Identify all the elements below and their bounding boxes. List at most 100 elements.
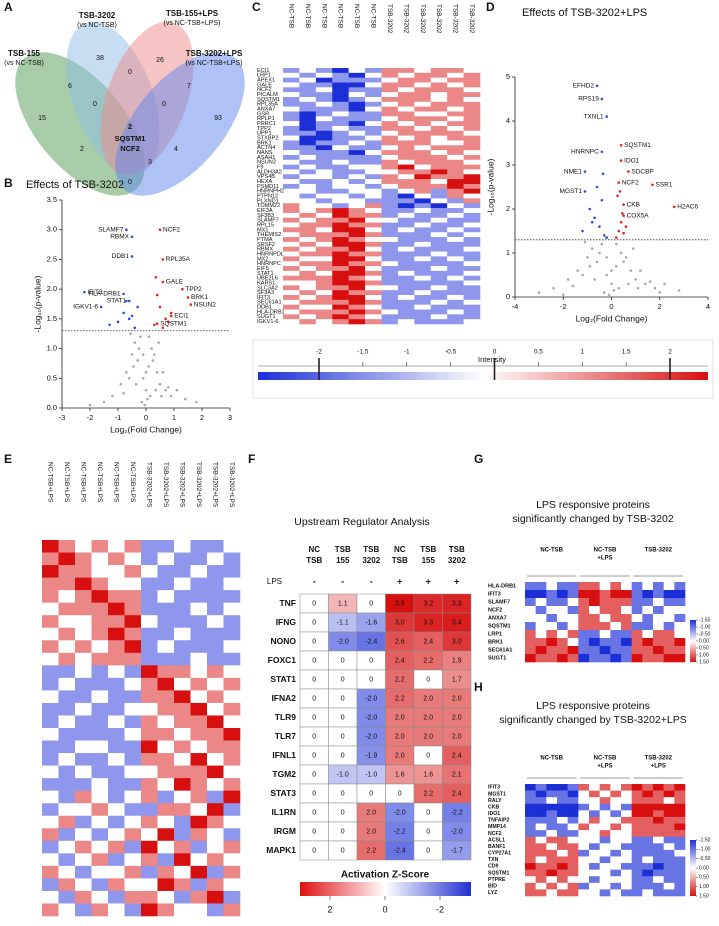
data-point <box>602 291 606 294</box>
heatmap-cell <box>283 140 300 146</box>
cell-value: 2.0 <box>423 733 433 740</box>
heatmap-cell <box>348 251 366 257</box>
heatmap-cell <box>332 159 349 165</box>
heatmap-cell <box>365 111 382 117</box>
data-point <box>158 382 162 386</box>
heatmap-cell <box>430 251 448 257</box>
heatmap-cell <box>75 840 92 854</box>
heatmap-cell <box>299 280 317 286</box>
heatmap-cell <box>567 797 579 805</box>
row-label: GSR <box>257 111 269 117</box>
row-label: IFNG <box>276 617 297 627</box>
heatmap-cell <box>299 125 317 132</box>
heatmap-cell <box>381 261 399 267</box>
heatmap-cell <box>430 256 448 262</box>
heatmap-cell <box>283 87 300 93</box>
heatmap-cell <box>315 217 333 223</box>
heatmap-cell <box>174 803 191 817</box>
heatmap-cell <box>299 251 317 257</box>
heatmap-cell <box>283 290 300 296</box>
heatmap-cell <box>546 869 558 877</box>
heatmap-cell <box>589 816 600 824</box>
heatmap-cell <box>174 728 191 741</box>
annotated-point <box>161 258 165 261</box>
heatmap-cell <box>108 903 125 917</box>
heatmap-cell <box>621 836 632 844</box>
heatmap-cell <box>348 299 366 305</box>
heatmap-cell <box>525 803 536 811</box>
heatmap-cell <box>283 150 300 156</box>
heatmap-cell <box>75 803 92 817</box>
heatmap-cell <box>621 622 632 631</box>
heatmap-cell <box>381 140 399 146</box>
heatmap-cell <box>365 92 382 98</box>
heatmap-cell <box>283 198 300 204</box>
heatmap-cell <box>283 72 300 78</box>
heatmap-cell <box>610 803 622 811</box>
heatmap-cell <box>578 622 590 631</box>
heatmap-cell <box>223 740 241 754</box>
heatmap-cell <box>58 540 76 553</box>
heatmap-cell <box>621 823 632 831</box>
heatmap-cell <box>190 677 208 691</box>
annotated-point <box>181 287 184 291</box>
heatmap-cell <box>42 627 59 641</box>
heatmap-cell <box>207 702 224 716</box>
row-label: RPL15 <box>257 222 274 228</box>
heatmap-cell <box>397 285 415 291</box>
heatmap-cell <box>108 728 125 741</box>
colorbar-tick-label: 0.50 <box>699 645 709 651</box>
heatmap-cell <box>315 309 333 315</box>
cell-value: 2.6 <box>395 638 405 645</box>
heatmap-cell <box>663 638 675 647</box>
row-label: RPLP1 <box>257 116 275 122</box>
point-label: TPP2 <box>185 286 202 293</box>
annotated-point <box>619 143 623 147</box>
row-label: CKB <box>488 804 499 810</box>
heatmap-cell <box>299 261 317 267</box>
heatmap-cell <box>42 615 59 629</box>
heatmap-cell <box>315 101 333 107</box>
heatmap-cell <box>141 803 158 817</box>
venn-count: 0 <box>162 101 166 108</box>
heatmap-cell <box>642 849 654 857</box>
cell-value: 0 <box>312 809 316 816</box>
heatmap-cell <box>414 135 432 141</box>
data-point <box>601 172 605 176</box>
heatmap-cell <box>75 540 92 553</box>
heatmap-cell <box>124 715 142 729</box>
heatmap-cell <box>299 314 317 320</box>
column-label: NC-TSB <box>304 4 311 28</box>
heatmap-cell <box>430 150 448 156</box>
data-point <box>607 293 611 297</box>
heatmap-cell <box>463 111 481 117</box>
heatmap-cell <box>397 159 415 165</box>
heatmap-cell <box>546 863 558 870</box>
heatmap-cell <box>567 654 579 663</box>
heatmap-cell <box>589 843 600 851</box>
cell-value: 0 <box>369 657 373 664</box>
heatmap-cell <box>223 552 241 566</box>
cell-value: -1.7 <box>451 847 463 854</box>
row-label: UPP1 <box>257 131 272 137</box>
heatmap-cell <box>207 803 224 817</box>
heatmap-cell <box>348 169 366 175</box>
heatmap-cell <box>578 856 590 864</box>
data-point <box>130 353 134 356</box>
row-label: IL1RN <box>271 807 296 817</box>
heatmap-cell <box>348 237 366 243</box>
heatmap-cell <box>447 169 464 175</box>
heatmap-cell <box>75 690 92 704</box>
table-cell <box>442 840 472 861</box>
heatmap-cell <box>348 174 366 180</box>
heatmap-cell <box>315 295 333 301</box>
heatmap-cell <box>157 715 175 729</box>
data-point <box>153 323 156 327</box>
heatmap-cell <box>332 314 349 320</box>
heatmap-cell <box>124 677 142 691</box>
heatmap-cell <box>141 903 158 917</box>
heatmap-cell <box>430 159 448 165</box>
data-point <box>612 289 616 292</box>
heatmap-cell <box>299 82 317 88</box>
